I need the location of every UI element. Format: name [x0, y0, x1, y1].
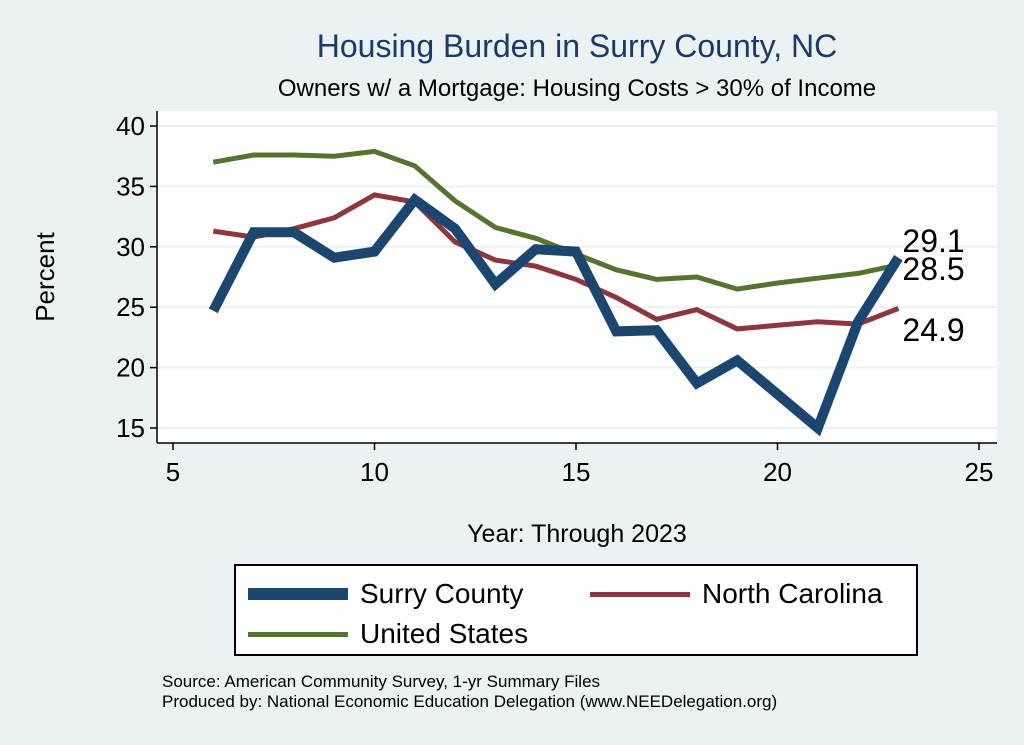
y-tick-label-25: 25 — [116, 292, 145, 322]
legend-label-us: United States — [360, 618, 529, 649]
end-label-nc: 24.9 — [902, 312, 964, 348]
end-label-us: 28.5 — [902, 251, 964, 287]
x-axis-title: Year: Through 2023 — [467, 520, 687, 548]
x-tick-label-10: 10 — [360, 457, 389, 487]
legend-swatch-surry — [248, 588, 348, 600]
chart-legend: Surry County North Carolina United State… — [234, 564, 918, 656]
y-tick-label-20: 20 — [116, 353, 145, 383]
series-line-surry — [208, 192, 903, 437]
source-note: Source: American Community Survey, 1-yr … — [162, 672, 601, 691]
legend-label-nc: North Carolina — [702, 578, 883, 609]
chart-title: Housing Burden in Surry County, NC — [316, 28, 838, 64]
legend-item-surry: Surry County — [248, 578, 523, 610]
y-tick-label-30: 30 — [116, 232, 145, 262]
legend-item-nc: North Carolina — [590, 578, 883, 610]
legend-swatch-nc — [590, 591, 690, 597]
plot-area — [157, 111, 997, 443]
x-tick-label-25: 25 — [965, 457, 994, 487]
produced-note: Produced by: National Economic Education… — [162, 692, 778, 711]
x-tick-label-20: 20 — [763, 457, 792, 487]
y-tick-label-35: 35 — [116, 171, 145, 201]
x-tick-label-15: 15 — [562, 457, 591, 487]
series-line-nc — [212, 192, 900, 332]
legend-swatch-us — [248, 631, 348, 637]
legend-item-us: United States — [248, 618, 528, 650]
end-label-surry: 29.1 — [902, 223, 964, 259]
chart-subtitle: Owners w/ a Mortgage: Housing Costs > 30… — [277, 75, 877, 102]
legend-label-surry: Surry County — [360, 578, 524, 609]
x-tick-label-5: 5 — [166, 457, 180, 487]
y-axis-title: Percent — [30, 231, 60, 321]
y-tick-label-15: 15 — [116, 413, 145, 443]
y-tick-label-40: 40 — [116, 111, 145, 141]
